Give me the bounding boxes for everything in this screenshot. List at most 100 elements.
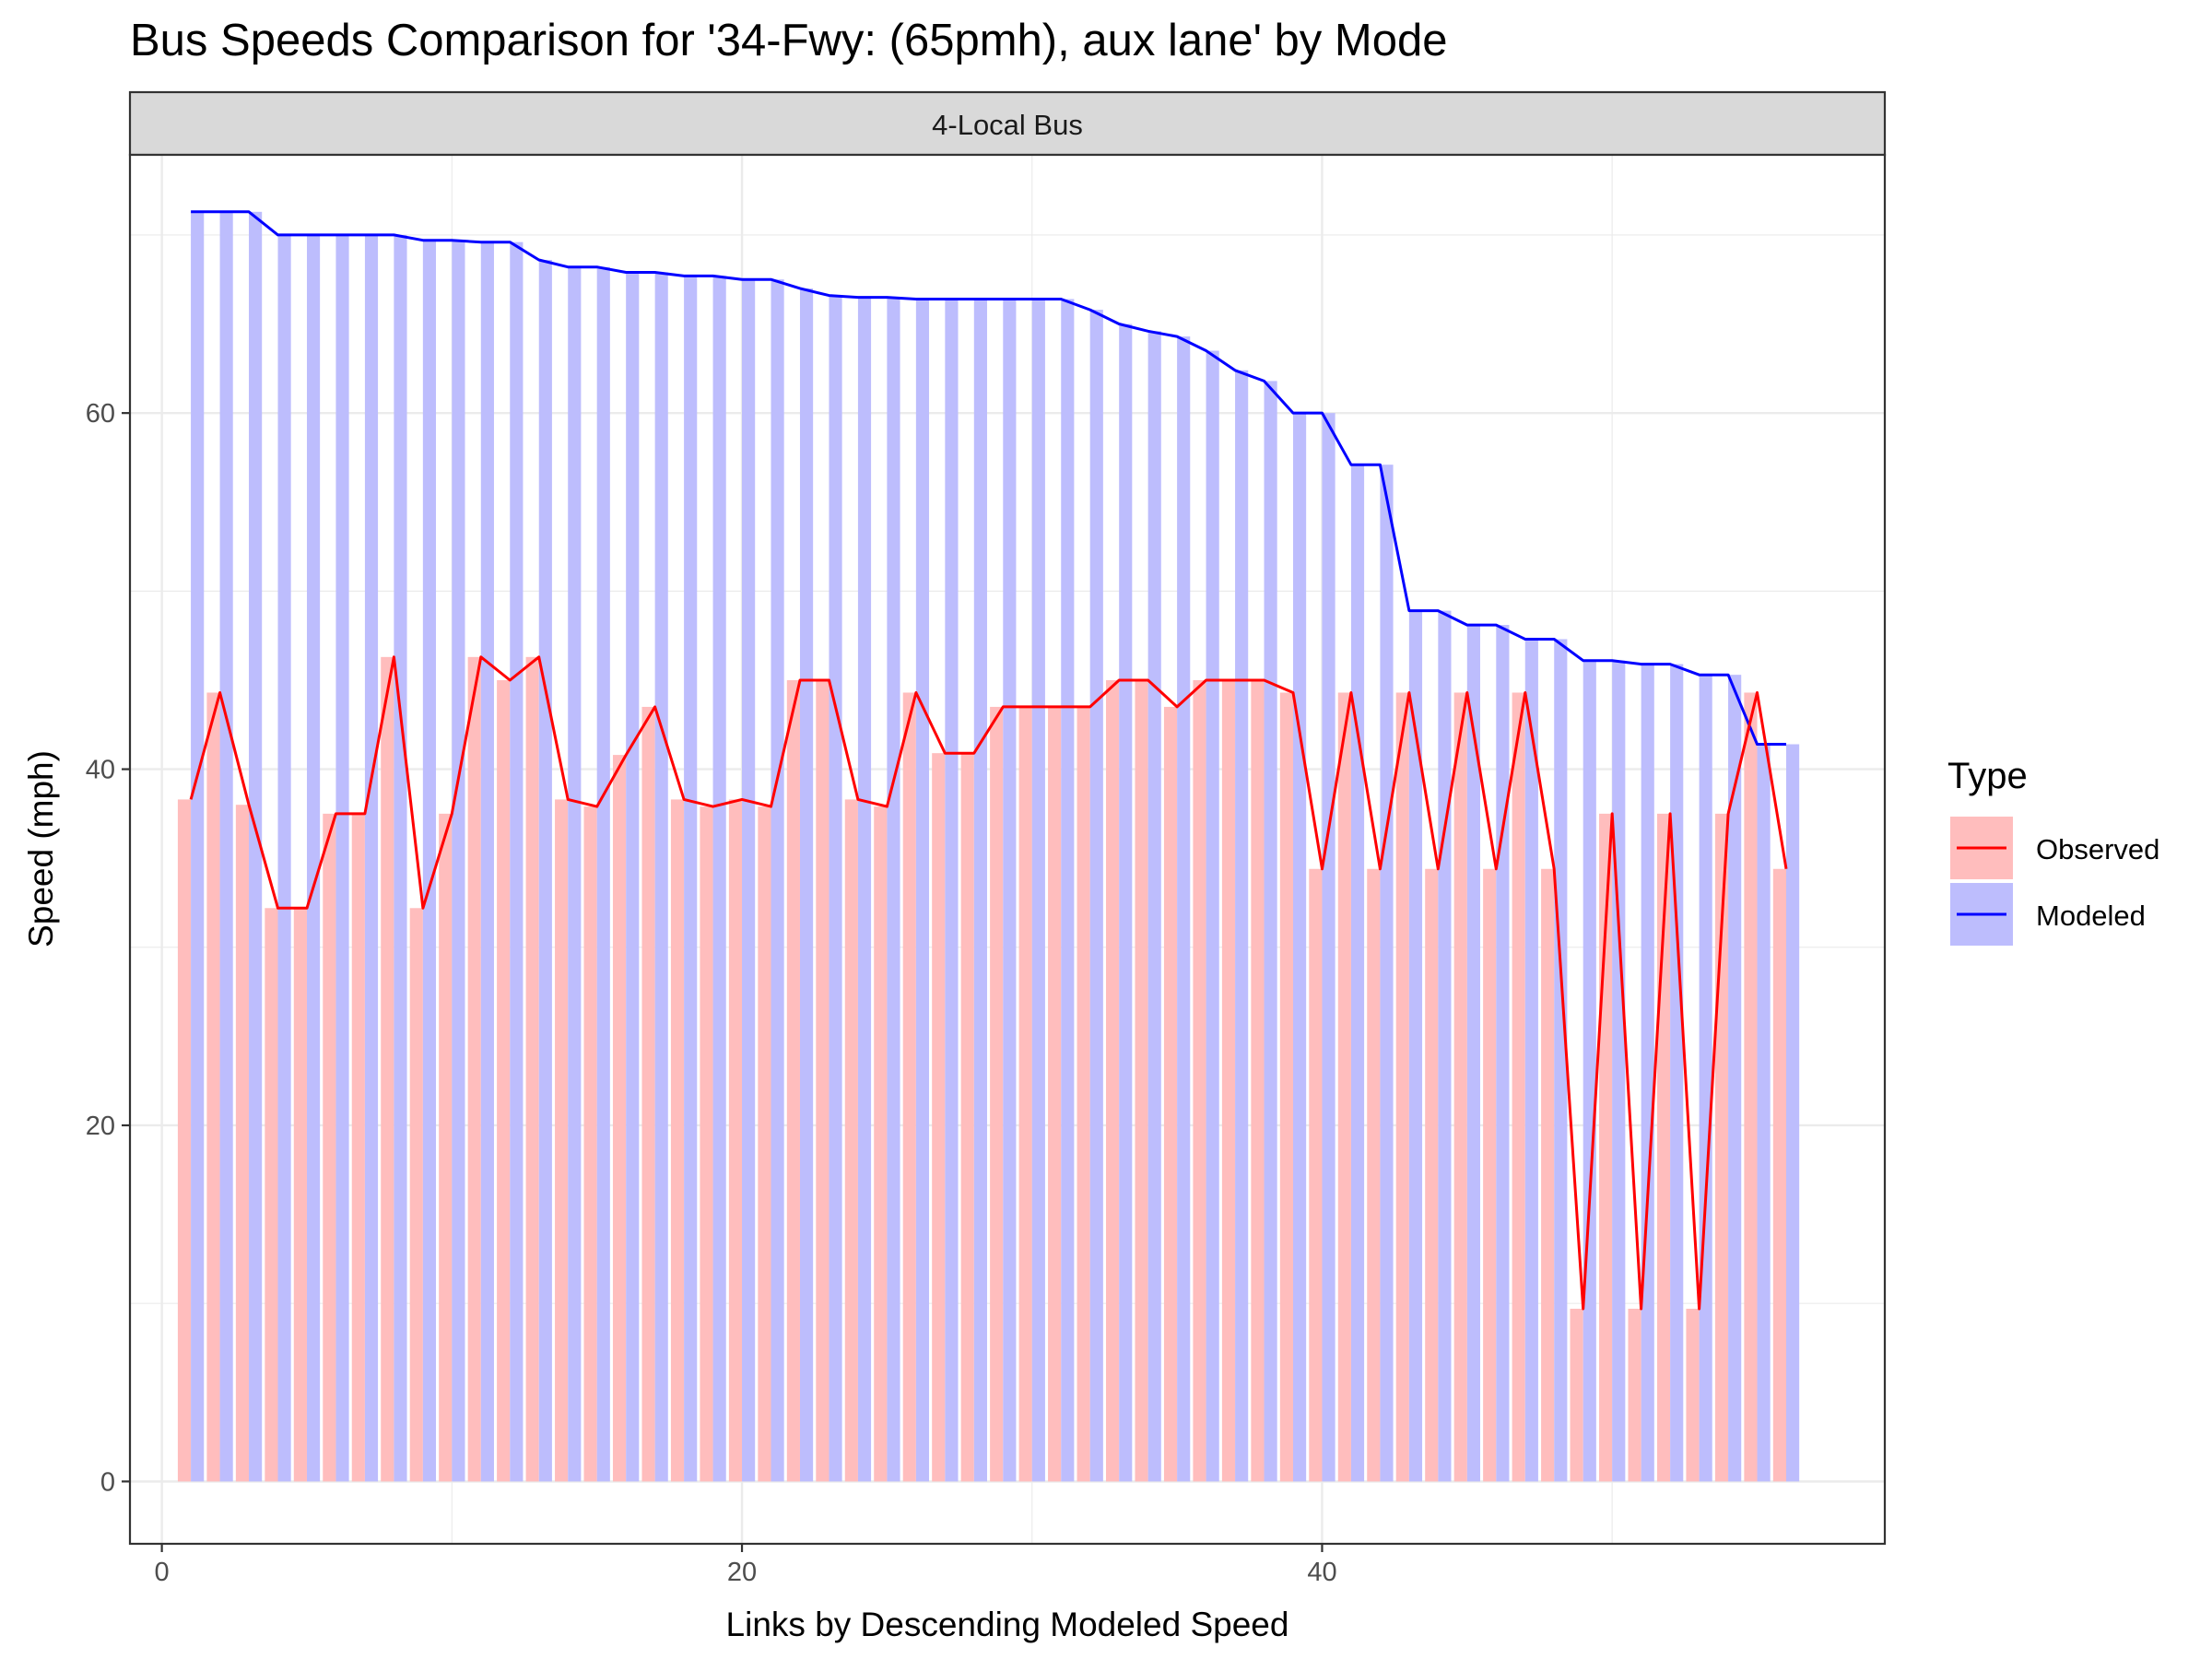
legend-label-observed: Observed bbox=[2036, 833, 2159, 865]
bar-observed bbox=[844, 799, 858, 1482]
bar-modeled bbox=[1466, 625, 1480, 1482]
bar-modeled bbox=[510, 241, 524, 1482]
bar-observed bbox=[1163, 706, 1178, 1482]
bar-modeled bbox=[1524, 639, 1538, 1482]
bar-modeled bbox=[799, 288, 814, 1482]
bar-modeled bbox=[277, 234, 291, 1482]
bar-observed bbox=[351, 813, 365, 1482]
bar-observed bbox=[1018, 706, 1032, 1482]
bar-observed bbox=[670, 799, 685, 1482]
bar-modeled bbox=[249, 211, 263, 1482]
bar-modeled bbox=[742, 279, 756, 1482]
bar-modeled bbox=[1496, 625, 1510, 1482]
bar-modeled bbox=[452, 240, 465, 1482]
bar-observed bbox=[990, 706, 1004, 1482]
series-line-observed bbox=[189, 655, 1788, 1311]
bar-observed bbox=[1425, 868, 1439, 1482]
facet-strip-label: 4-Local Bus bbox=[932, 109, 1083, 141]
bar-modeled bbox=[191, 211, 205, 1482]
bar-modeled bbox=[771, 279, 784, 1482]
bar-modeled bbox=[1785, 744, 1800, 1482]
y-tick-label: 40 bbox=[86, 756, 115, 785]
bar-modeled bbox=[684, 276, 698, 1482]
axis-ticks: 0 20 40 0 20 40 60 bbox=[86, 399, 1337, 1587]
plot-panel-border bbox=[128, 153, 1887, 1546]
bar-modeled bbox=[1699, 675, 1712, 1482]
bar-modeled bbox=[1292, 413, 1307, 1482]
bar-modeled bbox=[1264, 381, 1277, 1482]
y-tick-label: 20 bbox=[86, 1112, 115, 1141]
facet-strip bbox=[128, 90, 1887, 157]
bar-modeled bbox=[626, 272, 640, 1482]
bar-observed bbox=[409, 908, 423, 1482]
bar-modeled bbox=[1757, 744, 1771, 1482]
bar-modeled bbox=[364, 234, 379, 1482]
chart-title: Bus Speeds Comparison for '34-Fwy: (65pm… bbox=[130, 16, 1448, 65]
bar-observed bbox=[323, 813, 336, 1482]
bar-observed bbox=[381, 656, 394, 1482]
bar-modeled bbox=[335, 234, 349, 1482]
bar-modeled bbox=[1147, 331, 1161, 1482]
legend: Type Observed Modeled bbox=[1947, 756, 2159, 946]
bar-observed bbox=[612, 755, 627, 1482]
bar-observed bbox=[1744, 692, 1758, 1482]
bar-modeled bbox=[887, 297, 900, 1482]
bar-observed bbox=[1337, 692, 1351, 1482]
bar-observed bbox=[641, 706, 655, 1482]
x-axis-title: Links by Descending Modeled Speed bbox=[726, 1606, 1289, 1643]
bar-observed bbox=[1193, 679, 1206, 1482]
bar-observed bbox=[1628, 1308, 1641, 1482]
x-tick-label: 0 bbox=[155, 1558, 170, 1587]
bar-observed bbox=[177, 799, 192, 1482]
bar-modeled bbox=[1380, 465, 1394, 1482]
bar-modeled bbox=[568, 266, 582, 1482]
bar-modeled bbox=[1438, 610, 1452, 1482]
bar-modeled bbox=[973, 299, 987, 1482]
bar-observed bbox=[206, 692, 220, 1482]
bar-observed bbox=[1395, 692, 1409, 1482]
bar-modeled bbox=[1408, 610, 1423, 1482]
bar-modeled bbox=[1119, 324, 1133, 1482]
bar-observed bbox=[555, 799, 569, 1482]
bar-observed bbox=[786, 679, 800, 1482]
bar-modeled bbox=[1061, 299, 1075, 1482]
bar-observed bbox=[1279, 692, 1293, 1482]
bar-modeled bbox=[1322, 413, 1335, 1482]
bar-observed bbox=[583, 806, 597, 1482]
bar-modeled bbox=[945, 299, 959, 1482]
bars bbox=[177, 211, 1800, 1482]
bar-observed bbox=[439, 813, 453, 1482]
bar-observed bbox=[1309, 868, 1323, 1482]
bar-modeled bbox=[654, 272, 668, 1482]
legend-title: Type bbox=[1947, 756, 2028, 796]
bar-observed bbox=[902, 692, 916, 1482]
bar-modeled bbox=[422, 240, 437, 1482]
bar-observed bbox=[1048, 706, 1062, 1482]
bar-observed bbox=[525, 656, 539, 1482]
bar-modeled bbox=[1003, 299, 1017, 1482]
bar-modeled bbox=[829, 295, 842, 1482]
bar-modeled bbox=[1177, 336, 1191, 1482]
series-lines bbox=[189, 210, 1788, 1311]
bar-modeled bbox=[1728, 675, 1742, 1482]
bar-modeled bbox=[915, 299, 930, 1482]
bar-observed bbox=[874, 806, 888, 1482]
bar-observed bbox=[1686, 1308, 1700, 1482]
bar-modeled bbox=[1641, 664, 1654, 1482]
bar-modeled bbox=[480, 241, 494, 1482]
bar-observed bbox=[816, 679, 830, 1482]
bar-modeled bbox=[538, 259, 552, 1482]
bar-observed bbox=[1221, 679, 1236, 1482]
legend-label-modeled: Modeled bbox=[2036, 900, 2146, 932]
y-tick-label: 60 bbox=[86, 399, 115, 429]
bar-observed bbox=[1483, 868, 1497, 1482]
bar-observed bbox=[1453, 692, 1467, 1482]
bar-observed bbox=[1570, 1308, 1583, 1482]
bar-observed bbox=[265, 908, 278, 1482]
bar-observed bbox=[1135, 679, 1148, 1482]
y-tick-label: 0 bbox=[100, 1467, 115, 1497]
x-tick-label: 40 bbox=[1307, 1558, 1336, 1587]
bar-modeled bbox=[1670, 664, 1684, 1482]
bar-modeled bbox=[712, 276, 726, 1482]
bar-observed bbox=[932, 753, 946, 1482]
